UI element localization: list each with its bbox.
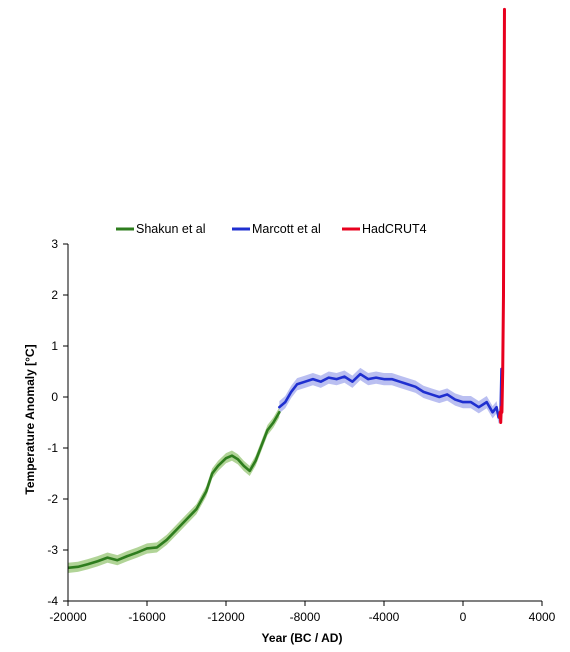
x-tick-label-7: 4000 [529,610,556,624]
y-tick-label-7: -3 [47,543,58,557]
y-tick-label-4: 0 [51,390,58,404]
x-tick-label-1: -20000 [49,610,87,624]
legend-label-1: Shakun et al [136,222,206,236]
y-axis-title: Temperature Anomaly [°C] [23,344,37,494]
y-tick-label-2: 2 [51,288,58,302]
y-tick-label-5: -1 [47,441,58,455]
y-tick-label-8: -4 [47,594,58,608]
legend-label-3: HadCRUT4 [362,222,427,236]
x-tick-label-5: -4000 [369,610,400,624]
legend-label-2: Marcott et al [252,222,321,236]
x-tick-label-6: 0 [460,610,467,624]
series-line-1 [68,410,281,570]
x-axis-title: Year (BC / AD) [262,631,343,645]
x-tick-label-4: -8000 [290,610,321,624]
series-line-3 [498,7,506,424]
uncertainty-band-1 [68,407,280,573]
legend: Shakun et al Marcott et al HadCRUT4 [116,222,427,236]
axes: 3 2 1 0 -1 -2 -3 -4 -20000 -16000 -12000 -8000 -4000… [23,237,556,645]
series-line-2 [278,367,503,419]
uncertainty-bands [68,362,502,573]
y-tick-label-1: 3 [51,237,58,251]
y-tick-label-6: -2 [47,492,58,506]
x-tick-label-2: -16000 [128,610,166,624]
uncertainty-band-2 [279,362,502,424]
series-lines [68,7,506,570]
x-tick-label-3: -12000 [207,610,245,624]
y-tick-label-3: 1 [51,339,58,353]
